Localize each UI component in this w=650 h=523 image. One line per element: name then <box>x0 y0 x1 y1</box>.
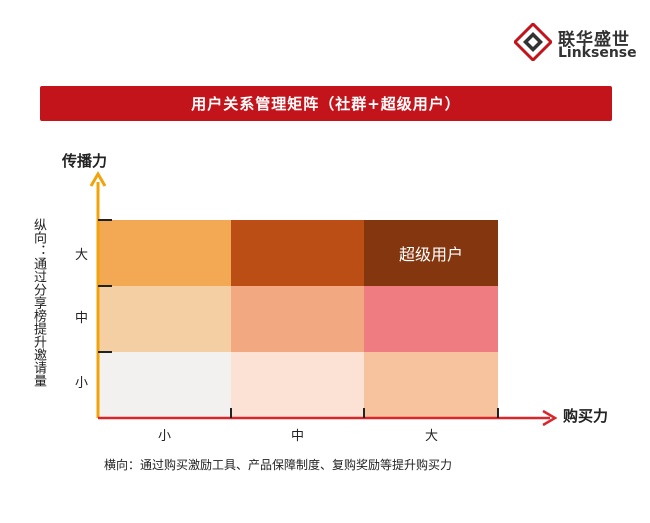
y-axis-title: 传播力 <box>62 152 108 170</box>
y-level-label: 小 <box>75 376 89 391</box>
brand-logo: 联华盛世 Linksense <box>514 21 644 65</box>
cell-super-user: 超级用户 <box>364 220 498 286</box>
x-axis-arrow-icon <box>542 409 558 427</box>
title-banner: 用户关系管理矩阵（社群+超级用户） <box>40 86 612 121</box>
cell-mid-low <box>98 286 231 352</box>
x-axis-title: 购买力 <box>563 407 609 425</box>
y-axis-arrow-icon <box>89 171 107 187</box>
x-axis-description: 横向：通过购买激励工具、产品保障制度、复购奖励等提升购买力 <box>104 458 453 472</box>
x-level-label: 小 <box>158 429 172 444</box>
cell-low-mid <box>231 352 364 418</box>
page-title: 用户关系管理矩阵（社群+超级用户） <box>191 95 461 113</box>
brand-name-cn: 联华盛世 <box>558 30 630 50</box>
cell-mid-high <box>364 286 498 352</box>
logo-mark-icon <box>514 23 552 61</box>
brand-name-en: Linksense <box>558 45 637 61</box>
x-level-label: 大 <box>425 429 439 444</box>
super-user-label: 超级用户 <box>398 245 463 264</box>
cell-mid-mid <box>231 286 364 352</box>
y-axis-description: 纵向：通过分享榜提升邀请量 <box>31 218 46 387</box>
cell-high-low <box>98 220 231 286</box>
y-level-label: 大 <box>75 248 89 263</box>
cell-low-low <box>98 352 231 418</box>
x-level-label: 中 <box>291 429 305 444</box>
cell-low-high <box>364 352 498 418</box>
y-level-label: 中 <box>75 311 89 326</box>
cell-high-mid <box>231 220 364 286</box>
